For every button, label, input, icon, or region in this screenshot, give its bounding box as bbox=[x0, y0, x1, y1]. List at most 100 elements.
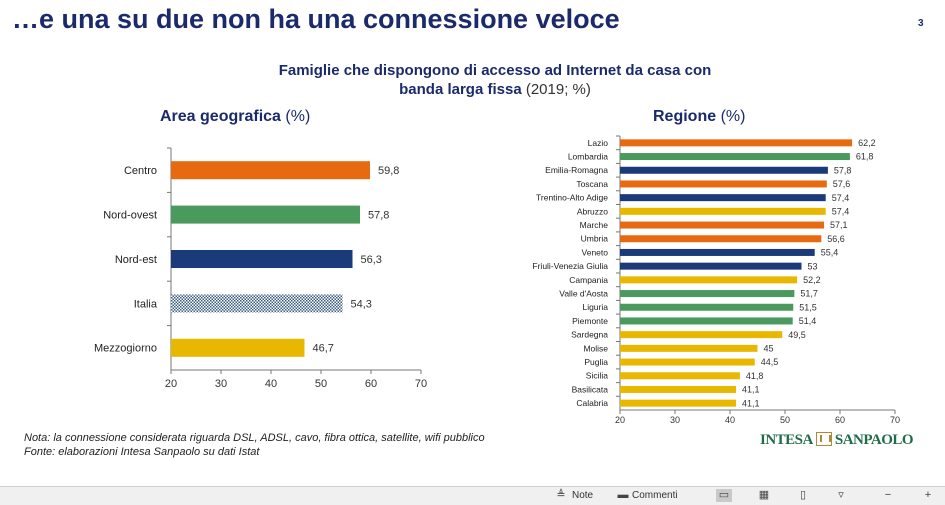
category-label: Marche bbox=[580, 220, 609, 230]
notes-button[interactable]: Note bbox=[572, 490, 594, 501]
category-label: Nord-est bbox=[115, 254, 157, 266]
category-label: Friuli-Venezia Giulia bbox=[532, 261, 608, 271]
bar-lazio bbox=[620, 139, 853, 147]
value-label: 62,2 bbox=[858, 138, 876, 148]
value-label: 49,5 bbox=[788, 330, 806, 340]
footnote: Nota: la connessione considerata riguard… bbox=[24, 432, 485, 444]
value-label: 51,5 bbox=[799, 302, 817, 312]
category-label: Trentino-Alto Adige bbox=[536, 193, 608, 203]
value-label: 57,8 bbox=[368, 209, 389, 221]
x-tick-label: 30 bbox=[215, 378, 227, 390]
chart-subtitle: Famiglie che dispongono di accesso ad In… bbox=[170, 61, 820, 99]
reading-view-icon[interactable]: ▯ bbox=[799, 489, 807, 501]
status-bar: ≜ Note ▬ Commenti ▭ ▦ ▯ ▿ − + bbox=[0, 486, 945, 505]
category-label: Liguria bbox=[582, 302, 608, 312]
value-label: 57,4 bbox=[832, 193, 850, 203]
x-tick-label: 70 bbox=[890, 415, 900, 425]
right-chart-title: Regione (%) bbox=[653, 108, 745, 126]
category-label: Sicilia bbox=[586, 371, 608, 381]
x-tick-label: 40 bbox=[265, 378, 277, 390]
category-label: Sardegna bbox=[571, 330, 608, 340]
slideshow-icon[interactable]: ▿ bbox=[838, 489, 844, 501]
category-label: Valle d'Aosta bbox=[559, 289, 608, 299]
category-label: Basilicata bbox=[572, 384, 609, 394]
comments-button[interactable]: Commenti bbox=[632, 490, 678, 501]
value-label: 57,1 bbox=[830, 220, 848, 230]
subtitle-unit: (2019; %) bbox=[525, 81, 591, 98]
zoom-in-icon[interactable]: + bbox=[924, 489, 932, 501]
subtitle-line-2: banda larga fissa (2019; %) bbox=[170, 80, 820, 99]
bar-molise bbox=[620, 344, 758, 352]
value-label: 57,6 bbox=[833, 179, 851, 189]
category-label: Abruzzo bbox=[577, 206, 608, 216]
bar-campania bbox=[620, 276, 798, 284]
value-label: 52,2 bbox=[803, 275, 821, 285]
category-label: Centro bbox=[124, 165, 157, 177]
x-tick-label: 50 bbox=[315, 378, 327, 390]
bar-liguria bbox=[620, 303, 794, 311]
x-tick-label: 20 bbox=[615, 415, 625, 425]
category-label: Toscana bbox=[576, 179, 608, 189]
value-label: 59,8 bbox=[378, 165, 399, 177]
bar-puglia bbox=[620, 358, 755, 366]
right-chart-title-unit: (%) bbox=[720, 108, 746, 125]
logo-mark-icon bbox=[815, 432, 832, 446]
slide-sorter-icon[interactable]: ▦ bbox=[758, 489, 770, 501]
value-label: 44,5 bbox=[761, 357, 779, 367]
bar-umbria bbox=[620, 235, 822, 243]
bar-sicilia bbox=[620, 372, 740, 380]
value-label: 41,1 bbox=[742, 385, 760, 395]
category-label: Mezzogiorno bbox=[94, 343, 157, 355]
bar-piemonte bbox=[620, 317, 793, 325]
x-tick-label: 50 bbox=[780, 415, 790, 425]
value-label: 56,6 bbox=[827, 234, 845, 244]
left-bar-chart: 20 30 40 50 60 70 Centro 59,8 Nord-ovest 57,8 Nord… bbox=[94, 147, 427, 390]
bar-veneto bbox=[620, 248, 815, 256]
category-label: Puglia bbox=[584, 357, 608, 367]
left-chart-title-unit: (%) bbox=[285, 108, 311, 125]
x-tick-label: 30 bbox=[670, 415, 680, 425]
bar-toscana bbox=[620, 180, 827, 188]
right-chart-title-text: Regione bbox=[653, 108, 717, 125]
left-chart-title: Area geografica (%) bbox=[160, 108, 310, 126]
value-label: 54,3 bbox=[351, 298, 372, 310]
logo-left-text: INTESA bbox=[760, 432, 813, 448]
x-tick-label: 70 bbox=[415, 378, 427, 390]
category-label: Italia bbox=[134, 298, 158, 310]
category-label: Emilia-Romagna bbox=[545, 165, 608, 175]
value-label: 41,8 bbox=[746, 371, 764, 381]
x-tick-label: 20 bbox=[165, 378, 177, 390]
bar-nord-est bbox=[171, 250, 353, 268]
comments-icon[interactable]: ▬ bbox=[617, 489, 629, 501]
source-note: Fonte: elaborazioni Intesa Sanpaolo su d… bbox=[24, 446, 260, 458]
bar-sardegna bbox=[620, 331, 783, 339]
right-bar-chart: 20 30 40 50 60 70 Lazio 62,2 Lombardia 61,8 Emilia… bbox=[532, 135, 900, 425]
value-label: 46,7 bbox=[313, 343, 334, 355]
bar-valle-d-aosta bbox=[620, 290, 795, 298]
value-label: 57,4 bbox=[832, 207, 850, 217]
value-label: 61,8 bbox=[856, 152, 874, 162]
notes-icon[interactable]: ≜ bbox=[556, 489, 566, 501]
slide-title: …e una su due non ha una connessione vel… bbox=[12, 4, 620, 34]
page-number: 3 bbox=[918, 18, 924, 29]
value-label: 55,4 bbox=[821, 248, 839, 258]
category-label: Campania bbox=[569, 275, 608, 285]
normal-view-icon[interactable]: ▭ bbox=[716, 489, 732, 502]
value-label: 53 bbox=[808, 261, 818, 271]
bar-mezzogiorno bbox=[171, 338, 305, 357]
value-label: 45 bbox=[764, 344, 774, 354]
bar-italia bbox=[171, 294, 343, 313]
value-label: 41,1 bbox=[742, 398, 760, 408]
x-tick-label: 60 bbox=[835, 415, 845, 425]
value-label: 57,8 bbox=[834, 165, 852, 175]
charts-canvas: 20 30 40 50 60 70 Centro 59,8 Nord-ovest 57,8 Nord… bbox=[94, 135, 900, 425]
value-label: 51,7 bbox=[800, 289, 818, 299]
subtitle-line-2-text: banda larga fissa bbox=[399, 81, 522, 98]
category-label: Molise bbox=[583, 343, 608, 353]
bar-lombardia bbox=[620, 153, 850, 161]
x-tick-label: 60 bbox=[365, 378, 377, 390]
zoom-out-icon[interactable]: − bbox=[884, 489, 892, 501]
category-label: Veneto bbox=[582, 247, 609, 257]
bar-centro bbox=[171, 161, 370, 180]
category-label: Piemonte bbox=[572, 316, 608, 326]
